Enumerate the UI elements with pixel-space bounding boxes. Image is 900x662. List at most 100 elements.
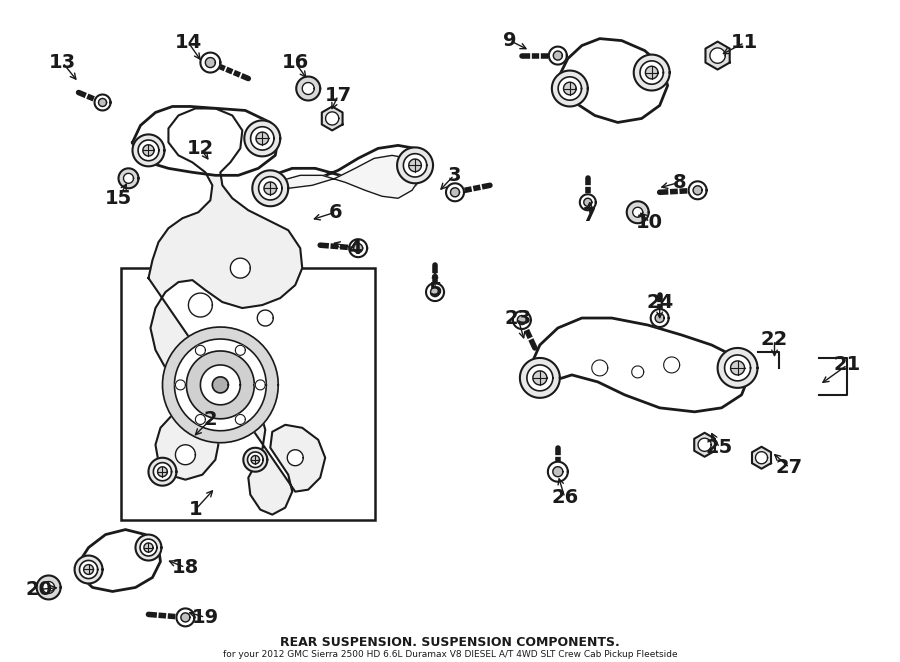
Polygon shape <box>258 177 282 200</box>
Text: 17: 17 <box>325 86 352 105</box>
Polygon shape <box>143 145 154 156</box>
Text: 18: 18 <box>172 558 199 577</box>
Polygon shape <box>451 188 460 197</box>
Polygon shape <box>119 168 139 188</box>
Polygon shape <box>633 207 643 217</box>
Polygon shape <box>258 146 425 195</box>
Polygon shape <box>163 327 278 443</box>
Text: REAR SUSPENSION. SUSPENSION COMPONENTS.: REAR SUSPENSION. SUSPENSION COMPONENTS. <box>280 636 620 649</box>
Polygon shape <box>549 46 567 65</box>
Polygon shape <box>158 467 167 477</box>
Polygon shape <box>123 173 133 183</box>
Text: 7: 7 <box>583 206 597 224</box>
Text: for your 2012 GMC Sierra 2500 HD 6.6L Duramax V8 DIESEL A/T 4WD SLT Crew Cab Pic: for your 2012 GMC Sierra 2500 HD 6.6L Du… <box>222 650 678 659</box>
Text: 19: 19 <box>192 608 219 627</box>
Text: 3: 3 <box>447 166 461 185</box>
Text: 25: 25 <box>706 438 734 457</box>
Polygon shape <box>195 346 205 355</box>
Polygon shape <box>252 170 288 207</box>
Text: 22: 22 <box>760 330 788 350</box>
Polygon shape <box>250 126 274 150</box>
Text: 11: 11 <box>731 33 758 52</box>
Text: 24: 24 <box>646 293 673 312</box>
Polygon shape <box>645 66 658 79</box>
Text: 12: 12 <box>187 139 214 158</box>
Polygon shape <box>693 186 702 195</box>
Polygon shape <box>706 42 730 70</box>
Polygon shape <box>663 357 680 373</box>
Polygon shape <box>580 194 596 211</box>
Polygon shape <box>694 433 715 457</box>
Polygon shape <box>256 132 268 145</box>
Polygon shape <box>176 380 185 390</box>
Polygon shape <box>37 575 60 599</box>
Text: 15: 15 <box>105 189 132 208</box>
Polygon shape <box>296 77 320 101</box>
Polygon shape <box>148 109 325 514</box>
Polygon shape <box>634 54 670 91</box>
Polygon shape <box>235 414 246 424</box>
Polygon shape <box>563 82 576 95</box>
Polygon shape <box>528 318 750 412</box>
Polygon shape <box>533 371 547 385</box>
Polygon shape <box>520 358 560 398</box>
Polygon shape <box>626 201 649 223</box>
Polygon shape <box>558 77 581 100</box>
Polygon shape <box>554 51 562 60</box>
Polygon shape <box>710 48 725 64</box>
Text: 8: 8 <box>673 173 687 192</box>
Polygon shape <box>201 52 220 73</box>
Polygon shape <box>98 99 106 107</box>
Polygon shape <box>195 414 205 424</box>
Polygon shape <box>257 310 274 326</box>
Polygon shape <box>94 95 111 111</box>
Polygon shape <box>244 120 280 156</box>
Polygon shape <box>632 366 644 378</box>
Text: 6: 6 <box>328 203 342 222</box>
Polygon shape <box>558 38 668 122</box>
Polygon shape <box>518 316 526 324</box>
Polygon shape <box>181 613 190 622</box>
Text: 10: 10 <box>636 213 663 232</box>
Polygon shape <box>175 339 266 431</box>
Text: 23: 23 <box>504 308 532 328</box>
Polygon shape <box>132 134 165 166</box>
Polygon shape <box>426 283 444 301</box>
Polygon shape <box>302 83 314 95</box>
Polygon shape <box>176 608 194 626</box>
Polygon shape <box>76 530 160 591</box>
Polygon shape <box>84 565 94 575</box>
Text: 27: 27 <box>776 458 803 477</box>
Polygon shape <box>176 445 195 465</box>
Polygon shape <box>755 451 768 464</box>
Polygon shape <box>75 555 103 583</box>
Polygon shape <box>526 365 553 391</box>
Text: 14: 14 <box>175 33 202 52</box>
Polygon shape <box>201 365 240 405</box>
Text: 16: 16 <box>282 53 309 72</box>
Text: 13: 13 <box>49 53 76 72</box>
Polygon shape <box>188 293 212 317</box>
Polygon shape <box>446 183 464 201</box>
Polygon shape <box>42 581 55 593</box>
Polygon shape <box>513 311 531 329</box>
Text: 1: 1 <box>189 500 202 519</box>
Polygon shape <box>287 449 303 465</box>
Polygon shape <box>553 467 562 477</box>
Polygon shape <box>592 360 608 376</box>
Text: 9: 9 <box>503 31 517 50</box>
Polygon shape <box>698 438 711 451</box>
Text: 21: 21 <box>833 355 861 375</box>
Polygon shape <box>326 112 338 125</box>
Polygon shape <box>688 181 706 199</box>
Polygon shape <box>552 71 588 107</box>
Polygon shape <box>322 107 343 130</box>
Polygon shape <box>148 457 176 486</box>
Polygon shape <box>136 535 161 561</box>
Text: 20: 20 <box>25 580 52 599</box>
Polygon shape <box>354 244 363 253</box>
Polygon shape <box>79 561 97 579</box>
Polygon shape <box>349 239 367 257</box>
Polygon shape <box>212 377 229 393</box>
Polygon shape <box>230 258 250 278</box>
